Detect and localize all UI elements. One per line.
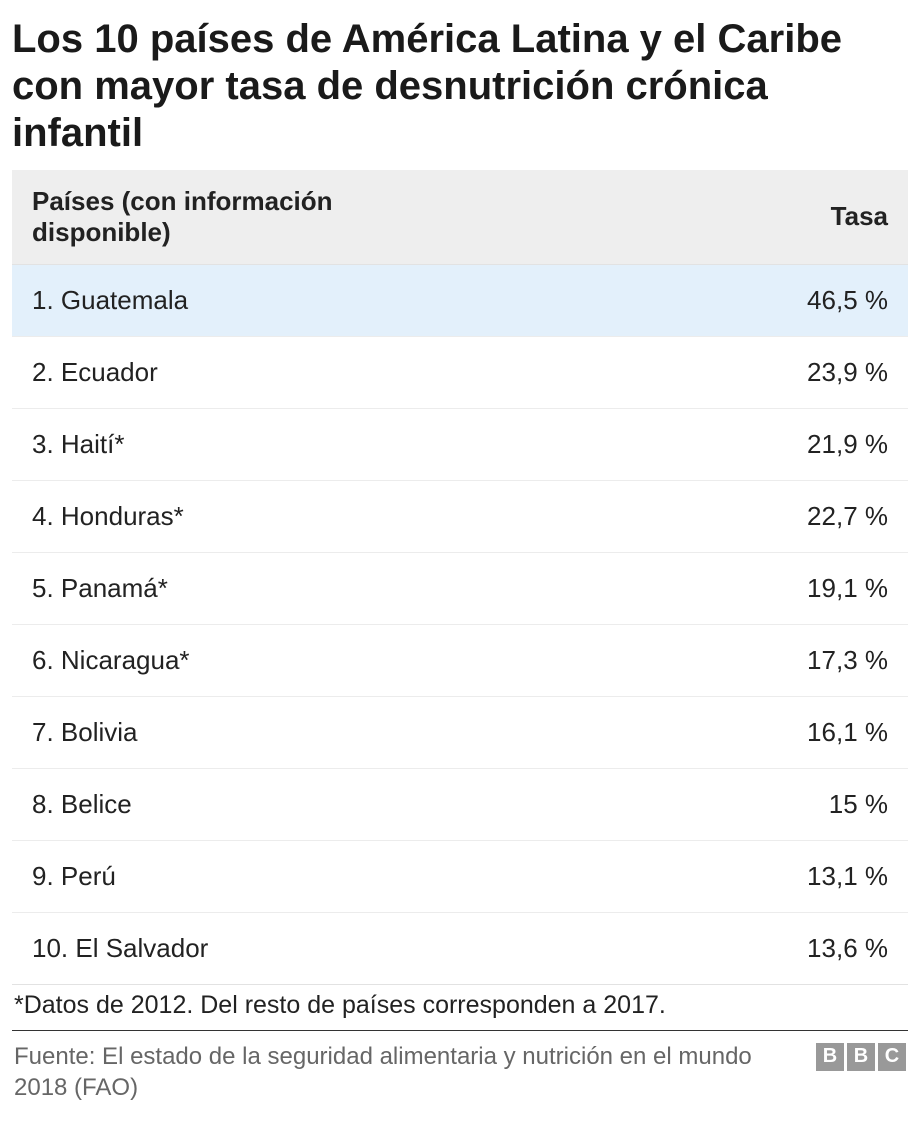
col-header-rate: Tasa (460, 170, 908, 265)
bbc-logo-box: C (878, 1043, 906, 1071)
cell-rate: 23,9 % (460, 336, 908, 408)
cell-country: 7. Bolivia (12, 696, 460, 768)
table-row: 6. Nicaragua*17,3 % (12, 624, 908, 696)
cell-country: 9. Perú (12, 840, 460, 912)
table-row: 1. Guatemala46,5 % (12, 264, 908, 336)
data-table: Países (con información disponible) Tasa… (12, 170, 908, 985)
cell-rate: 22,7 % (460, 480, 908, 552)
cell-rate: 17,3 % (460, 624, 908, 696)
cell-country: 2. Ecuador (12, 336, 460, 408)
cell-rate: 13,6 % (460, 912, 908, 984)
table-row: 10. El Salvador13,6 % (12, 912, 908, 984)
cell-country: 1. Guatemala (12, 264, 460, 336)
table-body: 1. Guatemala46,5 %2. Ecuador23,9 %3. Hai… (12, 264, 908, 984)
table-header-row: Países (con información disponible) Tasa (12, 170, 908, 265)
source-text: Fuente: El estado de la seguridad alimen… (14, 1041, 796, 1103)
page-title: Los 10 países de América Latina y el Car… (12, 16, 908, 158)
cell-country: 10. El Salvador (12, 912, 460, 984)
table-row: 7. Bolivia16,1 % (12, 696, 908, 768)
cell-rate: 21,9 % (460, 408, 908, 480)
source-row: Fuente: El estado de la seguridad alimen… (12, 1031, 908, 1103)
cell-country: 8. Belice (12, 768, 460, 840)
cell-rate: 19,1 % (460, 552, 908, 624)
table-row: 3. Haití*21,9 % (12, 408, 908, 480)
table-row: 5. Panamá*19,1 % (12, 552, 908, 624)
cell-rate: 16,1 % (460, 696, 908, 768)
table-row: 4. Honduras*22,7 % (12, 480, 908, 552)
table-row: 8. Belice15 % (12, 768, 908, 840)
cell-country: 5. Panamá* (12, 552, 460, 624)
cell-country: 3. Haití* (12, 408, 460, 480)
table-row: 2. Ecuador23,9 % (12, 336, 908, 408)
cell-rate: 46,5 % (460, 264, 908, 336)
bbc-logo-box: B (816, 1043, 844, 1071)
table-row: 9. Perú13,1 % (12, 840, 908, 912)
col-header-country: Países (con información disponible) (12, 170, 460, 265)
footnote: *Datos de 2012. Del resto de países corr… (12, 985, 908, 1031)
cell-country: 6. Nicaragua* (12, 624, 460, 696)
bbc-logo-box: B (847, 1043, 875, 1071)
cell-country: 4. Honduras* (12, 480, 460, 552)
bbc-logo: B B C (816, 1043, 906, 1071)
cell-rate: 15 % (460, 768, 908, 840)
cell-rate: 13,1 % (460, 840, 908, 912)
